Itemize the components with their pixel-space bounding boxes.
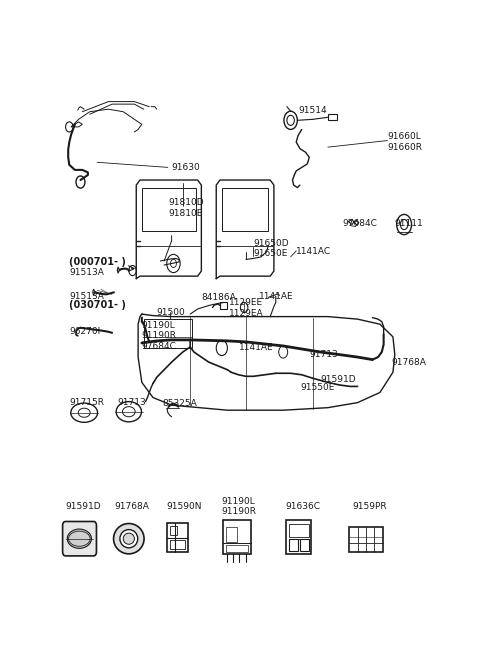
Bar bbox=[167, 522, 188, 552]
Text: 91590N: 91590N bbox=[166, 502, 202, 510]
Bar bbox=[289, 524, 309, 537]
Bar bbox=[286, 520, 312, 555]
Bar bbox=[289, 539, 298, 551]
Text: 91514: 91514 bbox=[298, 106, 327, 115]
Text: 91111: 91111 bbox=[395, 219, 423, 227]
Text: 91550E: 91550E bbox=[300, 383, 334, 392]
Ellipse shape bbox=[114, 524, 144, 554]
Text: 91768A: 91768A bbox=[114, 502, 149, 510]
Text: 91591D: 91591D bbox=[321, 375, 356, 384]
Text: 91713: 91713 bbox=[309, 350, 338, 359]
Text: (000701- ): (000701- ) bbox=[69, 258, 126, 267]
Bar bbox=[300, 539, 309, 551]
Text: 91650D
91650E: 91650D 91650E bbox=[253, 238, 289, 258]
Text: 91660L
91660R: 91660L 91660R bbox=[387, 132, 422, 152]
Ellipse shape bbox=[67, 529, 91, 549]
Bar bbox=[144, 319, 192, 348]
Text: 96270I: 96270I bbox=[69, 327, 100, 336]
Text: (030701- ): (030701- ) bbox=[69, 300, 126, 311]
Text: 91810D
91810E: 91810D 91810E bbox=[168, 198, 204, 217]
Text: 91190L
91190R
97684C: 91190L 91190R 97684C bbox=[142, 321, 177, 351]
Text: 91513A: 91513A bbox=[69, 268, 104, 277]
Text: 91768A: 91768A bbox=[391, 357, 426, 367]
Text: 84186A: 84186A bbox=[202, 294, 236, 302]
Text: 91715R: 91715R bbox=[69, 398, 104, 407]
Text: 1141AE: 1141AE bbox=[259, 292, 294, 301]
Text: 85325A: 85325A bbox=[162, 399, 197, 408]
Text: 1141AE: 1141AE bbox=[239, 344, 273, 352]
Text: 91190L
91190R: 91190L 91190R bbox=[222, 497, 257, 516]
Bar bbox=[223, 520, 251, 555]
Text: 9159PR: 9159PR bbox=[352, 502, 387, 510]
Bar bbox=[222, 188, 268, 231]
Bar bbox=[226, 526, 237, 542]
Text: 91591D: 91591D bbox=[66, 502, 101, 510]
Bar bbox=[170, 540, 185, 549]
Bar bbox=[226, 545, 248, 553]
Bar bbox=[170, 526, 177, 535]
Text: 97684C: 97684C bbox=[343, 219, 378, 227]
Bar bbox=[328, 114, 337, 120]
Bar bbox=[142, 188, 196, 231]
FancyBboxPatch shape bbox=[62, 522, 96, 556]
Text: 91630: 91630 bbox=[172, 163, 200, 172]
Text: 91500: 91500 bbox=[156, 308, 185, 317]
Ellipse shape bbox=[120, 530, 138, 548]
Text: 91636C: 91636C bbox=[285, 502, 320, 510]
Text: 1129EE
1129EA: 1129EE 1129EA bbox=[229, 298, 264, 318]
Bar bbox=[349, 526, 383, 552]
Text: 91713: 91713 bbox=[118, 398, 146, 407]
Text: 91513A: 91513A bbox=[69, 292, 104, 301]
Ellipse shape bbox=[123, 533, 134, 544]
Text: 1141AC: 1141AC bbox=[296, 247, 331, 256]
Bar bbox=[220, 302, 227, 309]
